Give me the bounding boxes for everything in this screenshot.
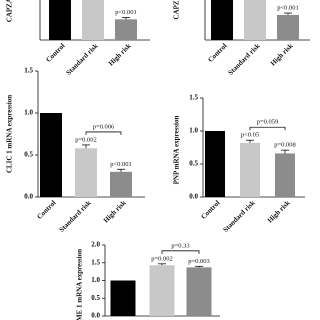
bar (110, 171, 132, 197)
y-tick-label: 0.5 (91, 294, 100, 302)
p-value: p=0.059 (257, 119, 279, 126)
x-tick-label: Control (44, 42, 66, 64)
x-tick-label: Control (199, 199, 221, 221)
p-value: p=0.003 (188, 258, 210, 265)
y-tick-label: 1.0 (189, 127, 198, 135)
bar (244, 0, 266, 40)
bar (275, 153, 295, 197)
y-tick-label: 1.0 (91, 276, 100, 284)
bar (186, 267, 212, 316)
p-value: p<0.05 (241, 132, 259, 139)
p-value: p<0.001 (115, 9, 137, 16)
p-value: p=0.008 (274, 142, 296, 149)
y-tick-label: 0.0 (91, 312, 100, 320)
p-value: p=0.33 (171, 242, 189, 249)
y-tick-label: 0.5 (24, 151, 33, 159)
y-tick-label: 1.0 (24, 109, 33, 117)
p-value: p=0.002 (151, 255, 173, 262)
bar (115, 19, 137, 40)
bar (149, 265, 175, 316)
x-tick-label: High risk (266, 199, 292, 225)
bar (277, 14, 299, 40)
y-tick-label: 0.0 (24, 193, 33, 201)
y-tick-label: 1.5 (189, 94, 198, 102)
p-value: p<0.001 (110, 161, 132, 168)
x-tick-label: Standard risk (65, 42, 100, 77)
bar (75, 148, 97, 197)
y-axis-label: CLIC 1 mRNA expression (6, 95, 14, 173)
y-tick-label: 1.5 (24, 67, 33, 75)
bar (40, 113, 62, 197)
bar (49, 0, 71, 40)
y-axis-label: CAPZB mRNA expression (173, 0, 181, 20)
y-axis-label: ME 1 mRNA expression (76, 249, 84, 320)
y-tick-label: 0.5 (189, 160, 198, 168)
bar (240, 142, 260, 197)
y-tick-label: 0.0 (189, 193, 198, 201)
bracket (249, 126, 286, 131)
y-tick-label: 2.0 (91, 241, 100, 249)
x-tick-label: Standard risk (58, 199, 93, 234)
y-axis-label: CAPZA 1 mRNA expression (6, 0, 14, 22)
x-tick-label: Control (35, 199, 57, 221)
p-value: p=0.002 (75, 136, 97, 143)
y-tick-label: 1.5 (91, 258, 100, 266)
bracket (85, 131, 122, 135)
x-tick-label: High risk (107, 42, 133, 68)
p-value: p<0.001 (277, 5, 299, 12)
y-axis-label: PNP mRNA expression (173, 116, 181, 185)
bar (110, 280, 136, 316)
bracket (161, 250, 200, 254)
x-tick-label: Standard risk (227, 42, 262, 77)
p-value: p=0.006 (93, 123, 115, 130)
x-tick-label: Standard risk (222, 199, 257, 234)
x-tick-label: Control (206, 42, 228, 64)
bar (82, 0, 104, 40)
x-tick-label: High risk (102, 199, 128, 225)
x-tick-label: High risk (269, 42, 295, 68)
bar (211, 0, 233, 40)
bar (205, 131, 225, 197)
